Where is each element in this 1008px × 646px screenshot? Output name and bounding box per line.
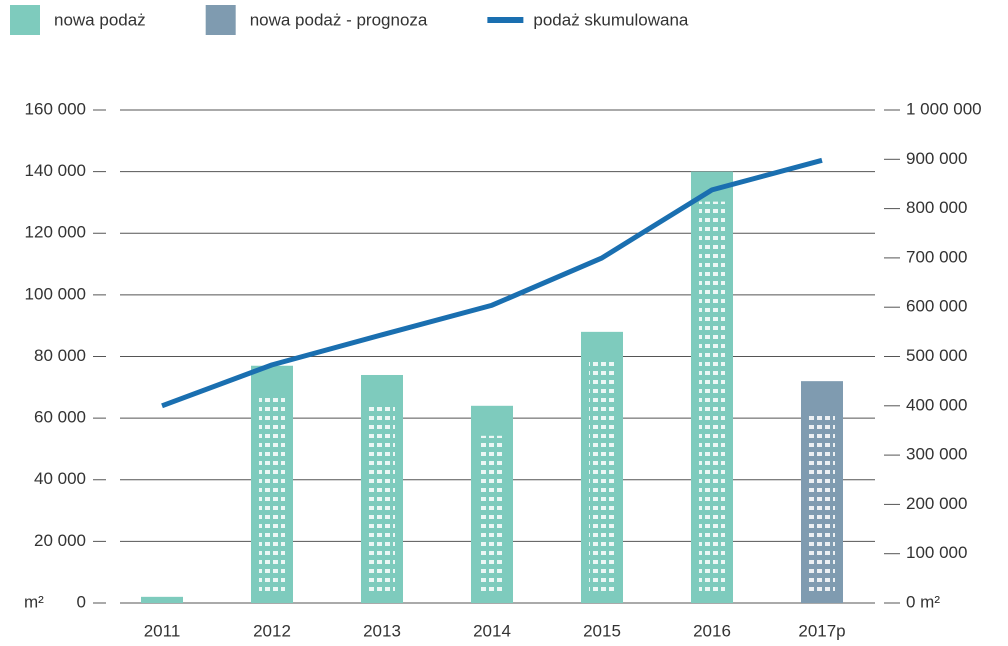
x-tick-label: 2014 [473, 621, 511, 640]
x-tick-label: 2017p [798, 621, 845, 640]
y2-tick-label: 0 m² [906, 592, 940, 611]
y-tick-label: 80 000 [34, 346, 86, 365]
y2-tick-label: 200 000 [906, 494, 967, 513]
y-tick-label: 140 000 [25, 161, 86, 180]
legend-swatch [10, 5, 40, 35]
y-tick-label: 100 000 [25, 284, 86, 303]
y2-tick-label: 600 000 [906, 297, 967, 316]
y-axis-label: m² [24, 592, 44, 611]
y-tick-label: 20 000 [34, 531, 86, 550]
legend-label: nowa podaż - prognoza [250, 10, 428, 29]
bar-windows [479, 435, 505, 593]
y2-tick-label: 1 000 000 [906, 99, 982, 118]
x-tick-label: 2011 [144, 621, 181, 640]
bar-windows [259, 395, 285, 593]
y-tick-label: 0 [77, 592, 86, 611]
y-tick-label: 60 000 [34, 408, 86, 427]
x-tick-label: 2016 [693, 621, 731, 640]
y2-tick-label: 400 000 [906, 395, 967, 414]
bar-windows [699, 201, 725, 593]
x-tick-label: 2015 [583, 621, 621, 640]
y2-tick-label: 500 000 [906, 346, 967, 365]
bar [141, 596, 183, 603]
y-tick-label: 120 000 [25, 223, 86, 242]
legend-swatch [205, 5, 236, 35]
bar-windows [589, 361, 615, 593]
y-tick-label: 40 000 [34, 469, 86, 488]
legend-label: podaż skumulowana [533, 10, 689, 29]
cumulative-line [161, 157, 823, 409]
legend-swatch [487, 17, 524, 23]
x-tick-label: 2012 [253, 621, 291, 640]
y2-tick-label: 100 000 [906, 543, 967, 562]
bar-windows [369, 404, 395, 593]
y2-tick-label: 900 000 [906, 149, 967, 168]
y2-tick-label: 700 000 [906, 247, 967, 266]
y2-tick-label: 300 000 [906, 445, 967, 464]
y2-tick-label: 800 000 [906, 198, 967, 217]
y-tick-label: 160 000 [25, 99, 86, 118]
bar-windows [809, 411, 835, 593]
x-tick-label: 2013 [363, 621, 401, 640]
legend-label: nowa podaż [54, 10, 146, 29]
